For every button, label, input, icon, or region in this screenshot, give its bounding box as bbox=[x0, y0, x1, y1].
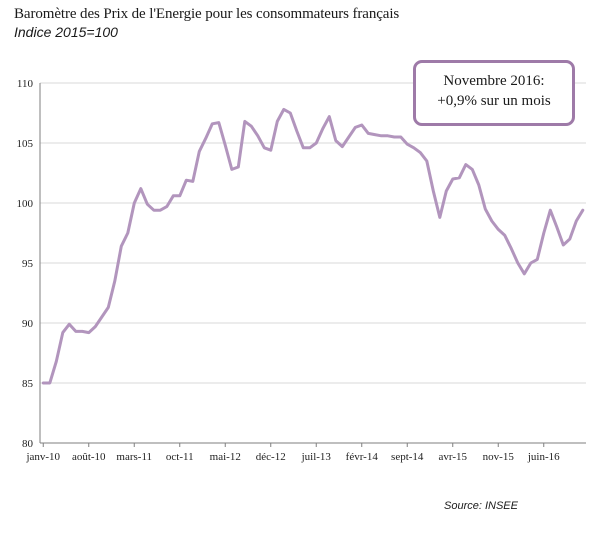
y-tick-label: 100 bbox=[17, 198, 34, 210]
source-note: Source: INSEE bbox=[444, 500, 518, 512]
x-tick-label: juin-16 bbox=[527, 451, 560, 463]
y-tick-label: 85 bbox=[22, 378, 34, 390]
x-tick-label: oct-11 bbox=[166, 451, 194, 463]
y-tick-label: 105 bbox=[17, 138, 34, 150]
x-tick-label: avr-15 bbox=[439, 451, 468, 463]
x-tick-label: nov-15 bbox=[483, 451, 515, 463]
x-tick-label: sept-14 bbox=[391, 451, 424, 463]
x-tick-label: mars-11 bbox=[116, 451, 152, 463]
y-tick-label: 80 bbox=[22, 438, 34, 450]
chart-title: Baromètre des Prix de l'Energie pour les… bbox=[14, 6, 400, 22]
x-tick-label: juil-13 bbox=[301, 451, 332, 463]
x-tick-label: févr-14 bbox=[346, 451, 379, 463]
annotation-box: Novembre 2016: +0,9% sur un mois bbox=[413, 60, 575, 126]
x-tick-label: mai-12 bbox=[210, 451, 241, 463]
x-tick-label: déc-12 bbox=[256, 451, 286, 463]
series-line bbox=[41, 107, 585, 385]
annotation-line-2: +0,9% sur un mois bbox=[437, 93, 551, 109]
y-tick-label: 110 bbox=[17, 78, 34, 90]
x-tick-label: janv-10 bbox=[25, 451, 60, 463]
x-tick-label: août-10 bbox=[72, 451, 106, 463]
y-tick-label: 90 bbox=[22, 318, 34, 330]
annotation-line-1: Novembre 2016: bbox=[443, 73, 545, 89]
y-tick-label: 95 bbox=[22, 258, 34, 270]
chart-subtitle: Indice 2015=100 bbox=[14, 24, 118, 40]
